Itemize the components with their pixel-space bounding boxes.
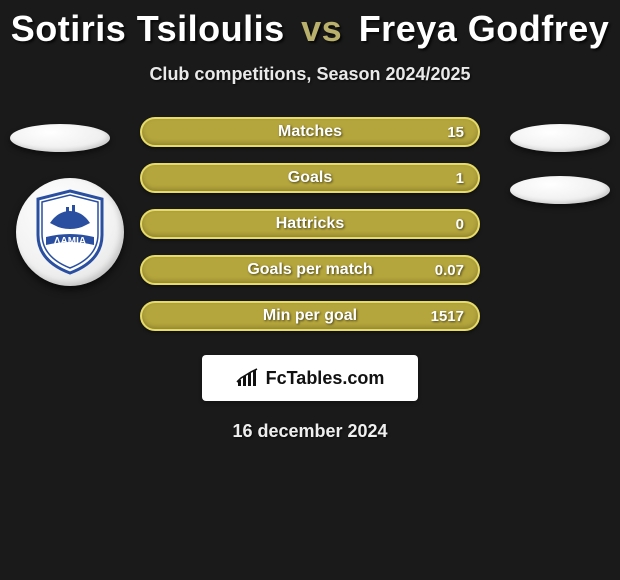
bar-chart-icon [236, 368, 260, 388]
club-crest-icon: ΛΑΜΙΑ [32, 189, 108, 275]
player2-name: Freya Godfrey [359, 8, 610, 49]
stat-label: Hattricks [276, 215, 344, 233]
stat-row-goals-per-match: Goals per match 0.07 [140, 255, 480, 285]
stat-label: Goals [288, 169, 332, 187]
decorative-oval-right [510, 176, 610, 204]
stat-label: Min per goal [263, 307, 357, 325]
brand-text: FcTables.com [266, 368, 385, 389]
stat-row-matches: Matches 15 [140, 117, 480, 147]
stat-right-value: 0 [456, 216, 464, 233]
svg-text:ΛΑΜΙΑ: ΛΑΜΙΑ [54, 236, 86, 247]
brand-box: FcTables.com [202, 355, 418, 401]
comparison-title: Sotiris Tsiloulis vs Freya Godfrey [0, 0, 620, 50]
subtitle: Club competitions, Season 2024/2025 [0, 64, 620, 85]
stat-right-value: 1517 [431, 308, 464, 325]
vs-text: vs [301, 8, 342, 49]
stat-right-value: 0.07 [435, 262, 464, 279]
decorative-oval-top-right [510, 124, 610, 152]
decorative-oval-top-left [10, 124, 110, 152]
stat-row-hattricks: Hattricks 0 [140, 209, 480, 239]
stat-right-value: 1 [456, 170, 464, 187]
stat-row-min-per-goal: Min per goal 1517 [140, 301, 480, 331]
date-text: 16 december 2024 [0, 421, 620, 442]
stat-row-goals: Goals 1 [140, 163, 480, 193]
player1-name: Sotiris Tsiloulis [11, 8, 285, 49]
stat-right-value: 15 [447, 124, 464, 141]
stat-label: Matches [278, 123, 342, 141]
stat-label: Goals per match [247, 261, 372, 279]
club-badge: ΛΑΜΙΑ [16, 178, 124, 286]
